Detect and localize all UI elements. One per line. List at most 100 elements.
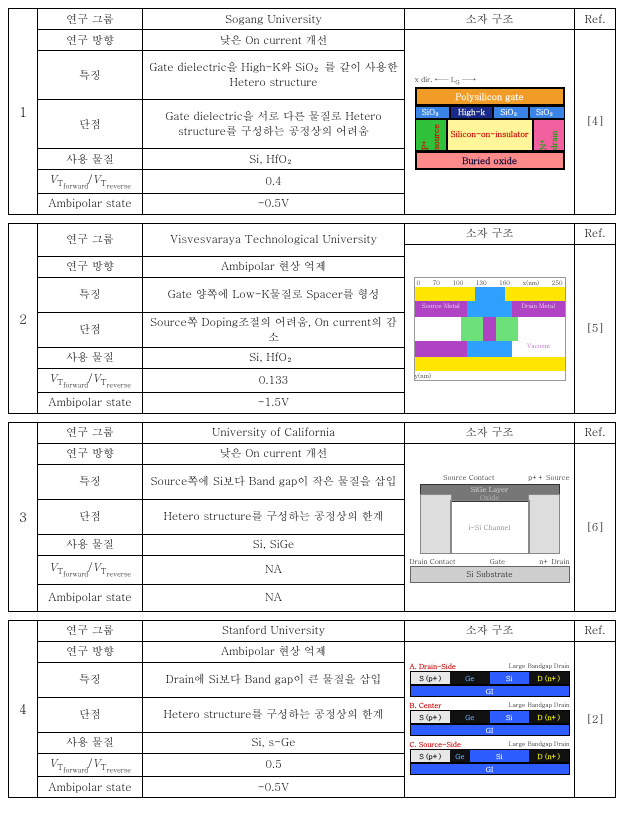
label-direction: 연구 방향 bbox=[38, 642, 143, 662]
val-vtratio: 0.133 bbox=[143, 369, 404, 392]
val-direction: Ambipolar 현상 억제 bbox=[143, 257, 404, 277]
val-material: Si, s-Ge bbox=[143, 733, 404, 753]
row-1: 1 연구 그룹Sogang University 연구 방향낮은 On curr… bbox=[8, 8, 616, 215]
header-ref: Ref. bbox=[574, 224, 615, 244]
d4-t2: B. Center bbox=[410, 700, 442, 710]
label-ambi: Ambipolar state bbox=[38, 194, 143, 214]
label-feature: 특징 bbox=[38, 663, 143, 697]
label-vtratio: VTforward/VTreverse bbox=[38, 369, 143, 392]
d1-soi: Silicon-on-insulator bbox=[447, 119, 533, 151]
val-drawback: Hetero structure를 구성하는 공정상의 한계 bbox=[143, 698, 404, 732]
row-index: 1 bbox=[9, 9, 38, 214]
val-vtratio: NA bbox=[143, 556, 404, 584]
val-direction: Ambipolar 현상 억제 bbox=[143, 642, 404, 662]
d2-vacuum: Vacuum bbox=[512, 341, 565, 357]
d2-drainmetal: Drain Metal bbox=[512, 301, 565, 317]
header-struct: 소자 구조 bbox=[405, 621, 574, 641]
ref-2: [5] bbox=[574, 245, 615, 413]
header-ref: Ref. bbox=[574, 621, 615, 641]
val-group: University of California bbox=[143, 423, 404, 443]
val-feature: Source쪽에 Si보다 Band gap이 작은 물질을 삽입 bbox=[143, 465, 404, 499]
label-vtratio: VTforward/VTreverse bbox=[38, 556, 143, 584]
diagram-1: x dir. ←— LG —→ Polysilicon gate SiO₂ Hi… bbox=[405, 30, 574, 214]
d3-ndrain: n+ Drain bbox=[539, 556, 569, 566]
label-material: 사용 물질 bbox=[38, 348, 143, 368]
val-group: Stanford University bbox=[143, 621, 404, 641]
val-material: Si, HfO₂ bbox=[143, 149, 404, 169]
label-vtratio: VTforward/VTreverse bbox=[38, 170, 143, 193]
label-drawback: 단점 bbox=[38, 698, 143, 732]
row-index: 4 bbox=[9, 621, 38, 798]
val-ambi: -1.5V bbox=[143, 393, 404, 413]
d1-buried: Buried oxide bbox=[415, 151, 565, 170]
val-feature: Drain에 Si보다 Band gap이 큰 물질을 삽입 bbox=[143, 663, 404, 697]
row-right: 소자 구조Ref. A. Drain-SideLarge Bandgap Dra… bbox=[404, 621, 615, 798]
row-index: 3 bbox=[9, 423, 38, 611]
ref-3: [6] bbox=[574, 444, 615, 611]
d4-t1: A. Drain-Side bbox=[410, 661, 456, 671]
label-material: 사용 물질 bbox=[38, 149, 143, 169]
header-struct: 소자 구조 bbox=[405, 9, 574, 29]
d3-channel: i-Si Channel bbox=[450, 500, 530, 554]
d1-poly: Polysilicon gate bbox=[415, 87, 565, 106]
row-2: 2 연구 그룹Visvesvaraya Technological Univer… bbox=[8, 223, 616, 414]
label-drawback: 단점 bbox=[38, 100, 143, 148]
d3-draincontact: Drain Contact bbox=[410, 556, 456, 566]
row-mid: 연구 그룹University of California 연구 방향낮은 On… bbox=[38, 423, 404, 611]
ref-4: [2] bbox=[574, 642, 615, 798]
val-drawback: Source쪽 Doping조절의 어려움, On current의 감소 bbox=[143, 313, 404, 347]
diagram-3: Source Contact p++ Source SiGe LayerOxid… bbox=[405, 444, 574, 611]
row-mid: 연구 그룹Sogang University 연구 방향낮은 On curren… bbox=[38, 9, 404, 214]
val-feature: Gate dielectric을 High-K와 SiO₂를 같이 사용한 He… bbox=[143, 51, 404, 99]
label-group: 연구 그룹 bbox=[38, 621, 143, 641]
header-ref: Ref. bbox=[574, 423, 615, 443]
header-ref: Ref. bbox=[574, 9, 615, 29]
d1-sio2-m: SiO₂ bbox=[493, 106, 529, 119]
val-feature: Gate 양쪽에 Low-K물질로 Spacer를 형성 bbox=[143, 278, 404, 312]
val-ambi: -0.5V bbox=[143, 777, 404, 797]
val-vtratio: 0.4 bbox=[143, 170, 404, 193]
d3-srccontact: Source Contact bbox=[443, 472, 494, 482]
label-vtratio: VTforward/VTreverse bbox=[38, 754, 143, 777]
val-group: Sogang University bbox=[143, 9, 404, 29]
label-direction: 연구 방향 bbox=[38, 444, 143, 464]
row-mid: 연구 그룹Visvesvaraya Technological Universi… bbox=[38, 224, 404, 413]
row-3: 3 연구 그룹University of California 연구 방향낮은 … bbox=[8, 422, 616, 612]
label-feature: 특징 bbox=[38, 465, 143, 499]
row-mid: 연구 그룹Stanford University 연구 방향Ambipolar … bbox=[38, 621, 404, 798]
d1-ndrain: N⁺ drain bbox=[533, 119, 565, 151]
row-index: 2 bbox=[9, 224, 38, 413]
val-group: Visvesvaraya Technological University bbox=[143, 224, 404, 256]
diagram-2: 070100130160x(nm)250 Source MetalDrain M… bbox=[405, 245, 574, 413]
label-feature: 특징 bbox=[38, 51, 143, 99]
d3-substrate: Si Substrate bbox=[410, 566, 570, 583]
diagram-4: A. Drain-SideLarge Bandgap Drain S (p+)G… bbox=[405, 642, 574, 798]
d1-sio2-r: SiO₂ bbox=[529, 106, 565, 119]
d3-gate: Gate bbox=[490, 556, 506, 566]
label-group: 연구 그룹 bbox=[38, 423, 143, 443]
label-ambi: Ambipolar state bbox=[38, 393, 143, 413]
val-ambi: NA bbox=[143, 585, 404, 611]
label-ambi: Ambipolar state bbox=[38, 585, 143, 611]
val-drawback: Gate dielectric을 서로 다른 물질로 Hetero struct… bbox=[143, 100, 404, 148]
val-drawback: Hetero structure를 구성하는 공정상의 한계 bbox=[143, 500, 404, 534]
header-struct: 소자 구조 bbox=[405, 224, 574, 244]
header-struct: 소자 구조 bbox=[405, 423, 574, 443]
label-material: 사용 물질 bbox=[38, 535, 143, 555]
label-ambi: Ambipolar state bbox=[38, 777, 143, 797]
row-right: 소자 구조Ref. x dir. ←— LG —→ Polysilicon ga… bbox=[404, 9, 615, 214]
val-ambi: -0.5V bbox=[143, 194, 404, 214]
d4-t3: C. Source-Side bbox=[410, 739, 462, 749]
val-direction: 낮은 On current 개선 bbox=[143, 444, 404, 464]
label-drawback: 단점 bbox=[38, 500, 143, 534]
val-material: Si, SiGe bbox=[143, 535, 404, 555]
val-vtratio: 0.5 bbox=[143, 754, 404, 777]
ref-1: [4] bbox=[574, 30, 615, 214]
d1-hk: High-k bbox=[450, 106, 493, 119]
label-group: 연구 그룹 bbox=[38, 224, 143, 256]
d2-srcmetal: Source Metal bbox=[415, 301, 468, 317]
label-material: 사용 물질 bbox=[38, 733, 143, 753]
label-direction: 연구 방향 bbox=[38, 257, 143, 277]
label-direction: 연구 방향 bbox=[38, 30, 143, 50]
row-right: 소자 구조Ref. 070100130160x(nm)250 Source Me… bbox=[404, 224, 615, 413]
